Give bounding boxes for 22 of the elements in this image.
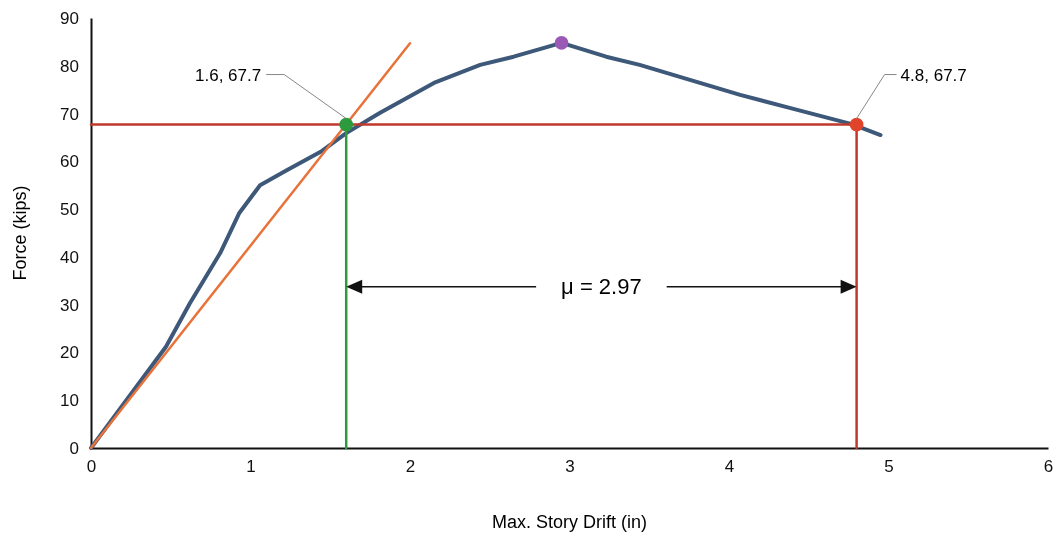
y-tick-label: 20 <box>60 343 79 363</box>
y-tick-label: 70 <box>60 104 79 124</box>
y-tick-label: 60 <box>60 152 79 172</box>
x-tick-label: 1 <box>246 457 256 477</box>
y-tick-label: 90 <box>60 8 79 28</box>
annotation: 4.8, 67.7 <box>900 65 967 85</box>
x-tick-label: 2 <box>405 457 416 477</box>
y-tick-label: 40 <box>60 247 79 267</box>
x-tick-label: 6 <box>1043 457 1054 477</box>
x-tick-label: 5 <box>884 457 894 477</box>
annotation: μ = 2.97 <box>561 273 642 299</box>
x-axis-title: Max. Story Drift (in) <box>491 512 648 532</box>
x-tick-label: 0 <box>86 457 97 477</box>
annotation: 1.6, 67.7 <box>195 65 262 85</box>
y-tick-label: 80 <box>60 56 79 76</box>
y-tick-label: 10 <box>60 391 79 411</box>
x-tick-label: 3 <box>565 457 575 477</box>
y-tick-label: 50 <box>60 200 79 220</box>
y-tick-label: 30 <box>60 295 79 315</box>
x-tick-label: 4 <box>724 457 735 477</box>
y-axis-title: Force (kips) <box>10 185 30 281</box>
y-tick-label: 0 <box>69 438 79 458</box>
